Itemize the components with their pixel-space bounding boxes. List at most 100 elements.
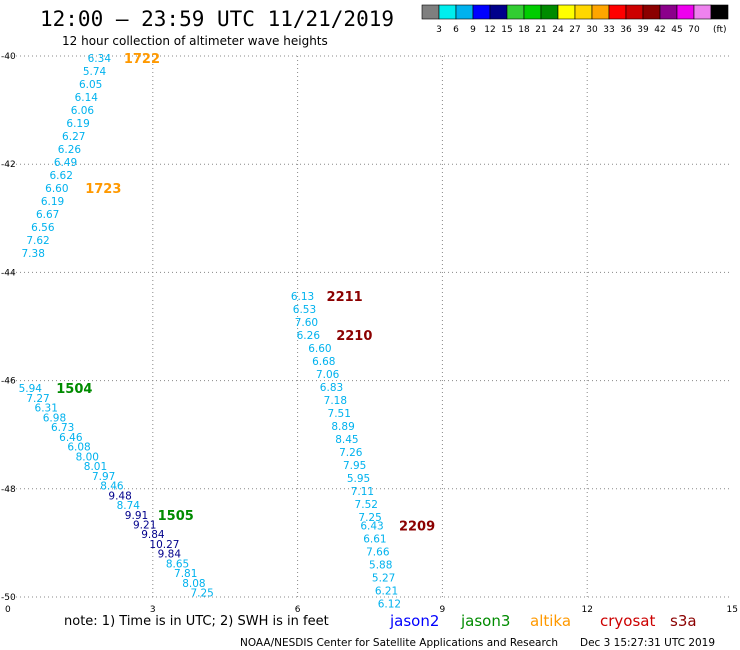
colorbar-swatch: [608, 4, 627, 20]
x-tick-label: 6: [295, 605, 301, 615]
wave-height-point: 8.08: [182, 578, 205, 590]
colorbar-label: 3: [436, 25, 442, 35]
satellite-legend-jason3: jason3: [460, 612, 510, 630]
x-tick-label: 15: [727, 605, 738, 615]
colorbar-label: 18: [518, 25, 530, 35]
wave-height-point: 7.62: [26, 235, 49, 247]
wave-height-point: 7.25: [358, 512, 381, 524]
satellite-legend-jason2: jason2: [389, 612, 439, 630]
wave-height-point: 7.66: [366, 547, 390, 559]
footer-credit: NOAA/NESDIS Center for Satellite Applica…: [240, 637, 558, 649]
colorbar-swatch: [540, 4, 559, 20]
pass-time-label: 1723: [85, 182, 121, 197]
colorbar-swatch: [472, 4, 491, 20]
colorbar-label: 27: [569, 25, 580, 35]
wave-height-point: 10.27: [149, 539, 179, 551]
colorbar-swatch: [557, 4, 576, 20]
wave-height-point: 6.67: [36, 209, 59, 221]
colorbar-swatch: [659, 4, 678, 20]
pass-time-label: 1722: [124, 52, 160, 67]
pass-1722: 6.345.746.056.146.066.196.276.266.49 1722: [54, 52, 160, 169]
pass-time-label: 2211: [327, 290, 363, 305]
wave-height-point: 6.08: [67, 442, 90, 454]
colorbar-swatch: [710, 4, 729, 20]
wave-height-point: 7.06: [316, 369, 340, 381]
wave-height-point: 6.43: [360, 521, 383, 533]
note-text: note: 1) Time is in UTC; 2) SWH is in fe…: [64, 614, 329, 629]
wave-height-point: 8.74: [117, 500, 141, 512]
colorbar-swatch: [574, 4, 593, 20]
wave-height-point: 6.27: [62, 131, 85, 143]
colorbar-label: 42: [654, 25, 665, 35]
color-scale-legend: 3 6 9 12 15 18 21 24 27 30 33 36 39 42 45 70 (ft): [421, 4, 729, 35]
wave-height-point: 8.65: [166, 558, 189, 570]
wave-height-point: 7.38: [22, 248, 45, 260]
colorbar-swatch: [693, 4, 712, 20]
colorbar-swatch: [642, 4, 661, 20]
wave-height-point: 7.60: [295, 317, 318, 329]
wave-height-point: 9.21: [133, 520, 156, 532]
wave-height-point: 6.06: [71, 105, 95, 117]
colorbar-label: 33: [603, 25, 614, 35]
wave-height-point: 6.62: [50, 170, 73, 182]
wave-height-point: 6.83: [320, 382, 343, 394]
x-tick-label: 0: [5, 605, 11, 615]
colorbar-label: 70: [688, 25, 700, 35]
wave-height-point: 5.27: [372, 573, 395, 585]
colorbar-label: 12: [484, 25, 495, 35]
wave-height-point: 7.25: [190, 588, 213, 600]
y-tick-label: -48: [1, 485, 16, 495]
wave-height-point: 6.68: [312, 356, 335, 368]
pass-time-label: 2210: [336, 329, 372, 344]
plot-grid: [8, 55, 732, 598]
y-tick-label: -44: [1, 268, 16, 278]
wave-height-point: 6.73: [51, 422, 74, 434]
satellite-legend-s3a: s3a: [670, 612, 697, 630]
pass-time-label: 2209: [399, 520, 435, 535]
wave-height-point: 8.00: [76, 451, 99, 463]
wave-height-point: 7.97: [92, 471, 115, 483]
wave-height-point: 9.48: [108, 490, 131, 502]
wave-height-point: 6.19: [41, 196, 64, 208]
wave-height-point: 6.46: [59, 432, 83, 444]
x-tick-label: 3: [150, 605, 156, 615]
colorbar-label: 24: [552, 25, 564, 35]
wave-height-point: 6.26: [297, 330, 321, 342]
wave-height-point: 9.84: [141, 529, 165, 541]
x-tick-label: 9: [440, 605, 446, 615]
footer-timestamp: Dec 3 15:27:31 UTC 2019: [580, 637, 715, 649]
wave-height-point: 5.94: [19, 383, 43, 395]
wave-height-point: 7.11: [351, 486, 374, 498]
colorbar-swatch: [421, 4, 440, 20]
pass-1505: 9.488.749.919.219.8410.279.848.657.818.0…: [108, 490, 213, 599]
wave-height-point: 8.45: [335, 434, 358, 446]
colorbar-swatch: [489, 4, 508, 20]
colorbar-label: 39: [637, 25, 649, 35]
wave-height-point: 8.46: [100, 481, 124, 493]
wave-height-point: 6.60: [45, 183, 68, 195]
colorbar-label: 30: [586, 25, 598, 35]
wave-height-point: 6.98: [43, 412, 66, 424]
colorbar-swatch: [455, 4, 474, 20]
pass-time-label: 1504: [56, 382, 92, 397]
colorbar-label: 9: [470, 25, 476, 35]
wave-height-point: 6.60: [308, 343, 331, 355]
wave-height-point: 6.14: [75, 92, 99, 104]
wave-height-point: 6.53: [293, 304, 316, 316]
wave-height-point: 6.61: [363, 534, 386, 546]
colorbar-label: 21: [535, 25, 546, 35]
wave-height-point: 6.31: [35, 403, 58, 415]
y-tick-label: -42: [1, 160, 16, 170]
colorbar-label: 6: [453, 25, 459, 35]
wave-height-point: 6.49: [54, 157, 77, 169]
wave-height-point: 7.81: [174, 568, 197, 580]
colorbar-swatch: [523, 4, 542, 20]
wave-height-point: 6.19: [66, 118, 89, 130]
wave-height-point: 6.21: [375, 586, 398, 598]
wave-height-point: 7.52: [355, 499, 378, 511]
data-marks: 6.345.746.056.146.066.196.276.266.491722…: [19, 52, 436, 610]
y-tick-label: -46: [1, 377, 16, 387]
wave-height-point: 7.26: [339, 447, 363, 459]
wave-height-point: 8.89: [331, 421, 354, 433]
